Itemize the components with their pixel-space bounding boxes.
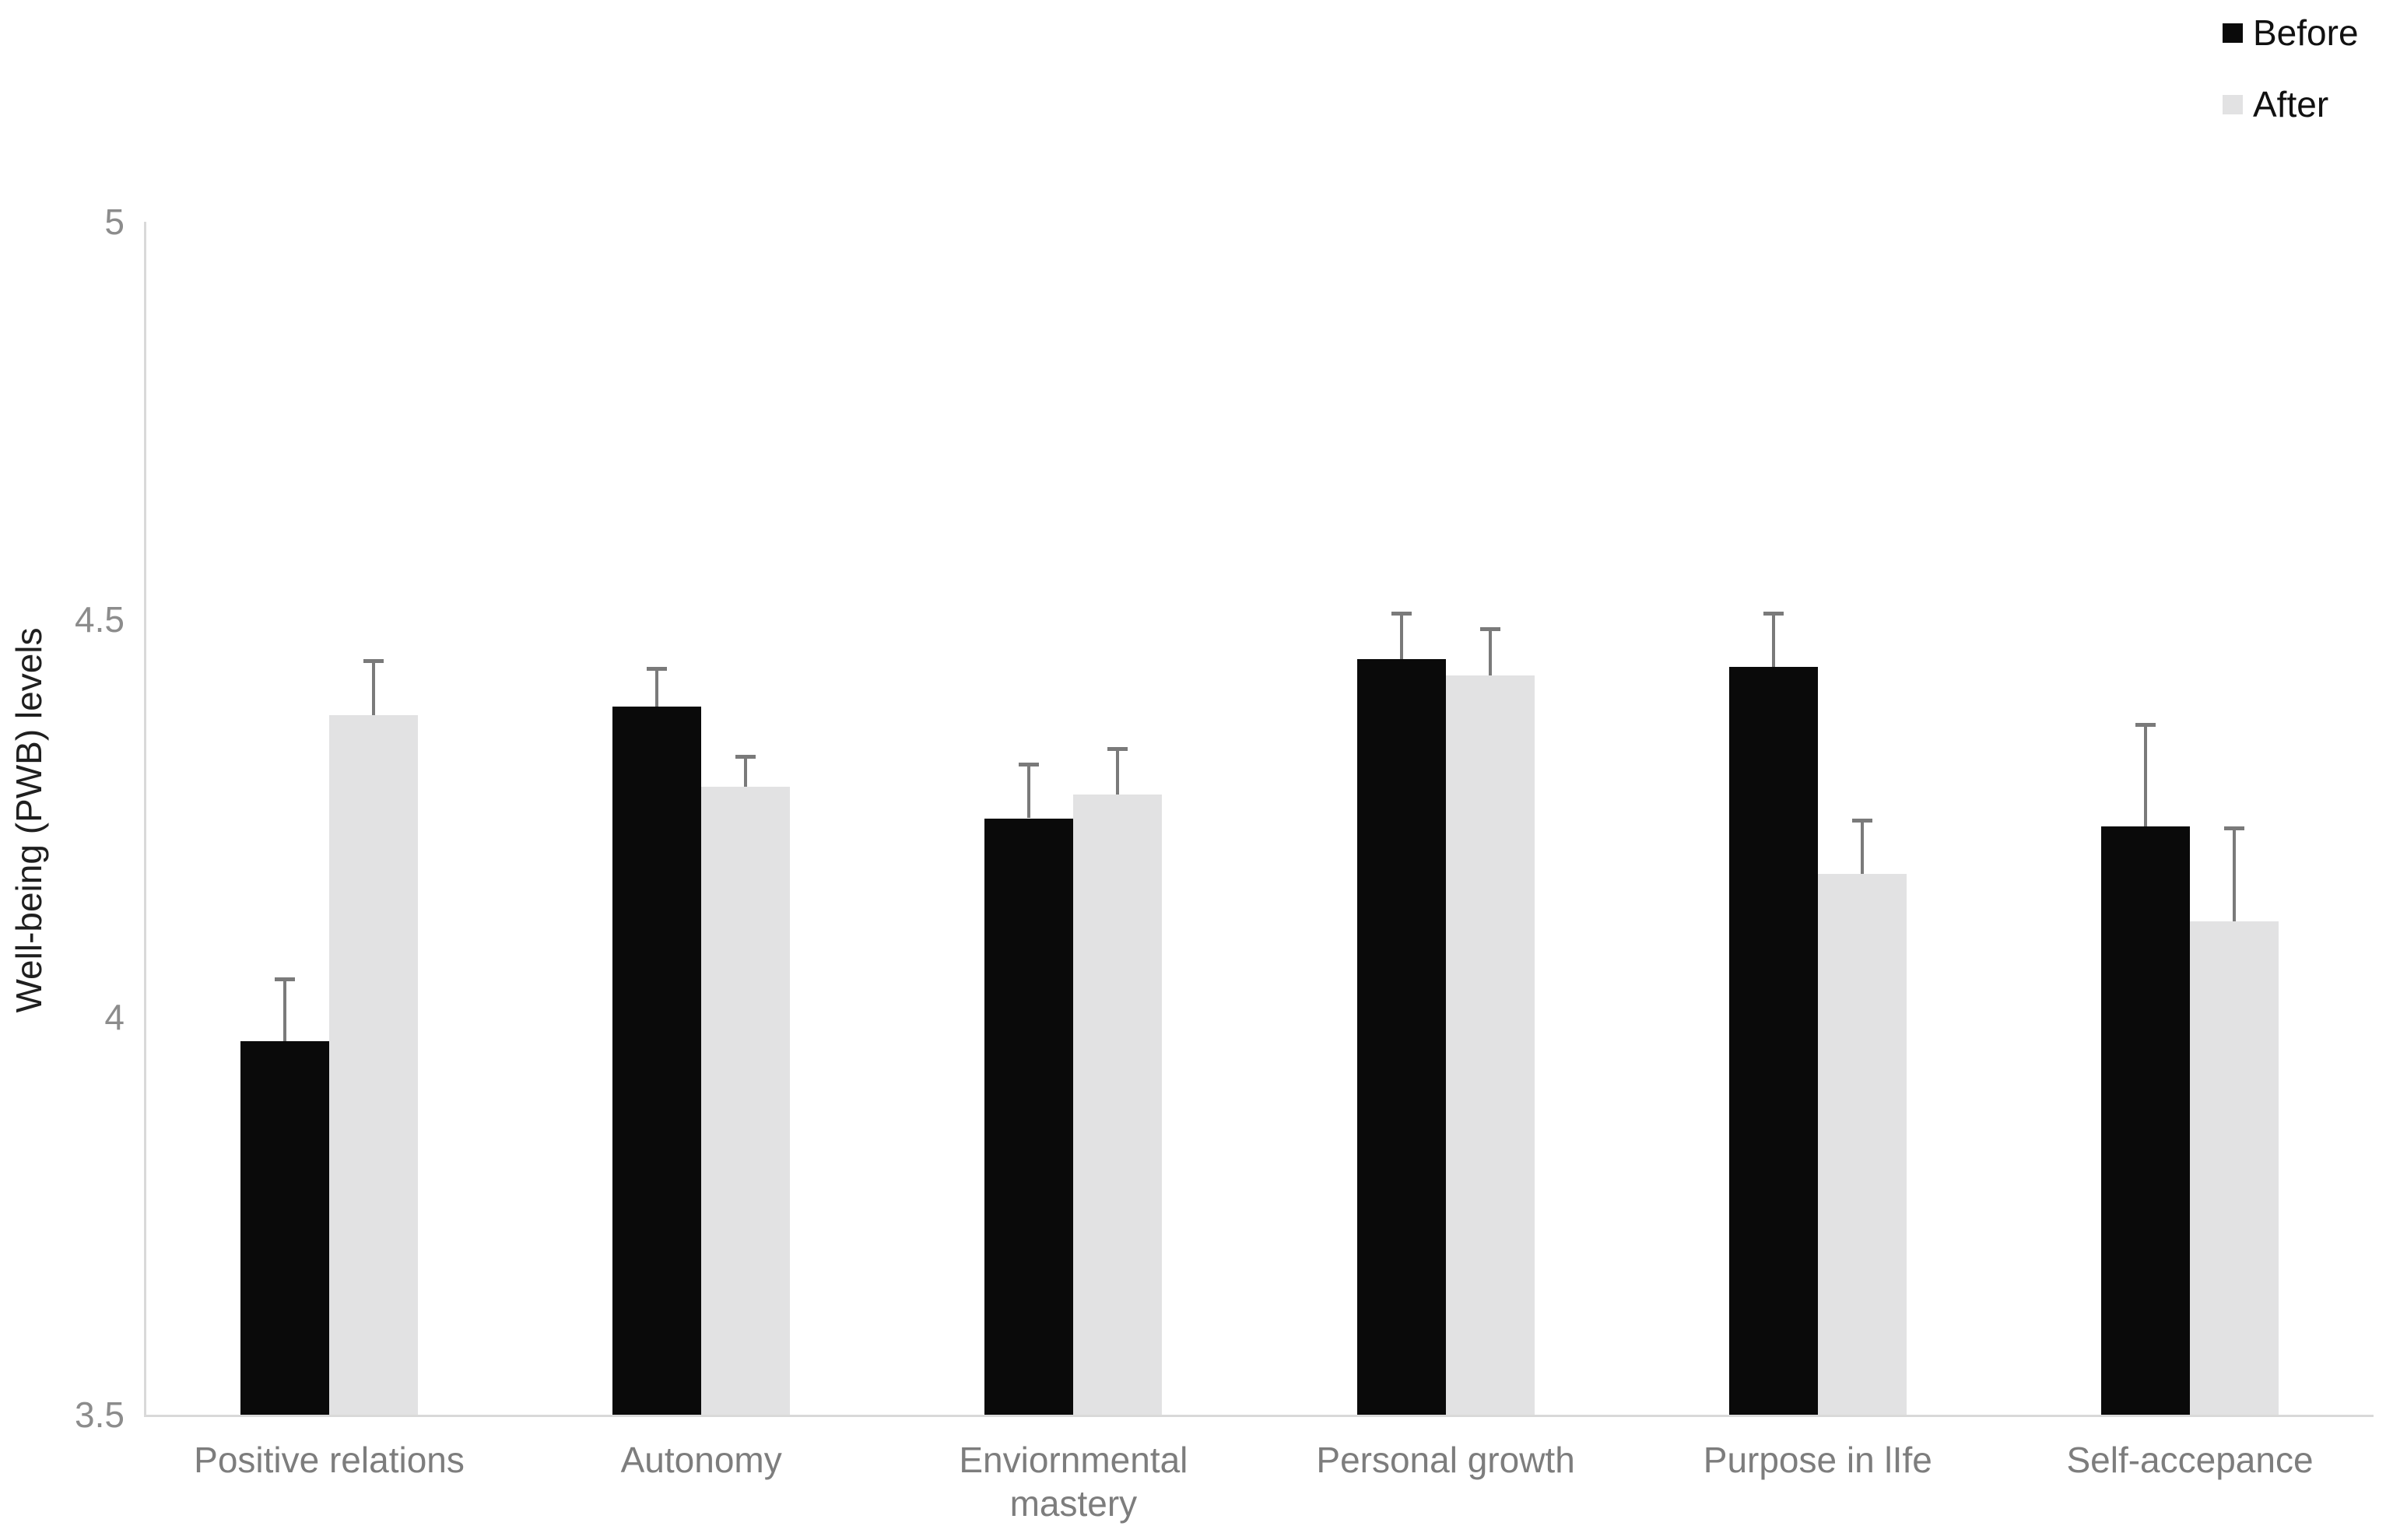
error-bar-cap — [735, 754, 756, 759]
error-bar-whisker — [1399, 611, 1403, 660]
bar-before-group-3 — [1356, 659, 1446, 1415]
y-tick-label: 4 — [104, 997, 125, 1037]
error-bar-cap — [1107, 746, 1128, 751]
legend-swatch-after-icon — [2223, 94, 2243, 114]
x-axis-line — [144, 1415, 2374, 1417]
bar-after-group-0 — [329, 714, 418, 1415]
error-bar-whisker — [2144, 722, 2147, 826]
category-label: Self-accepance — [2066, 1440, 2314, 1480]
bar-before-group-5 — [2101, 826, 2190, 1415]
y-tick-label: 4.5 — [75, 599, 125, 640]
error-bar-whisker — [744, 754, 748, 787]
error-bar-cap — [1479, 627, 1500, 632]
error-bar-whisker — [1488, 627, 1492, 675]
legend: Before After — [2223, 14, 2359, 157]
error-bar-whisker — [1771, 611, 1775, 668]
error-bar-cap — [1391, 611, 1412, 616]
error-bar-cap — [1763, 611, 1784, 616]
category-label: Positive relations — [194, 1440, 465, 1480]
legend-item-before: Before — [2223, 14, 2359, 51]
y-tick-label: 3.5 — [75, 1394, 125, 1435]
error-bar-whisker — [655, 667, 659, 707]
error-bar-cap — [363, 659, 384, 664]
category-label: Autonomy — [620, 1440, 782, 1480]
error-bar-cap — [1019, 762, 1040, 766]
legend-label-after: After — [2253, 84, 2329, 125]
bar-before-group-0 — [240, 1040, 329, 1415]
category-label: Personal growth — [1316, 1440, 1575, 1480]
error-bar-cap — [275, 977, 295, 981]
legend-label-before: Before — [2253, 12, 2359, 53]
error-bar-whisker — [2233, 826, 2236, 922]
bar-before-group-1 — [612, 707, 702, 1415]
error-bar-whisker — [372, 659, 375, 715]
legend-item-after: After — [2223, 86, 2359, 123]
error-bar-cap — [647, 667, 668, 672]
error-bar-whisker — [1116, 746, 1120, 795]
error-bar-whisker — [1027, 762, 1031, 819]
error-bar-cap — [2224, 826, 2244, 830]
y-tick-label: 5 — [104, 202, 125, 242]
bar-after-group-2 — [1073, 794, 1163, 1415]
bar-after-group-3 — [1445, 675, 1535, 1415]
error-bar-whisker — [283, 977, 286, 1041]
bar-after-group-5 — [2190, 921, 2279, 1415]
category-label: Enviornmental mastery — [959, 1440, 1188, 1524]
y-axis-title: Well-being (PWB) levels — [9, 627, 49, 1013]
error-bar-cap — [1851, 818, 1872, 823]
bar-after-group-1 — [701, 786, 791, 1415]
bar-before-group-2 — [984, 818, 1074, 1415]
y-axis-line — [144, 222, 146, 1415]
error-bar-cap — [2135, 722, 2156, 727]
legend-swatch-before-icon — [2223, 23, 2243, 43]
category-label: Purpose in lIfe — [1703, 1440, 1932, 1480]
bar-after-group-4 — [1817, 874, 1907, 1415]
bar-before-group-4 — [1728, 667, 1818, 1415]
error-bar-whisker — [1860, 818, 1864, 875]
